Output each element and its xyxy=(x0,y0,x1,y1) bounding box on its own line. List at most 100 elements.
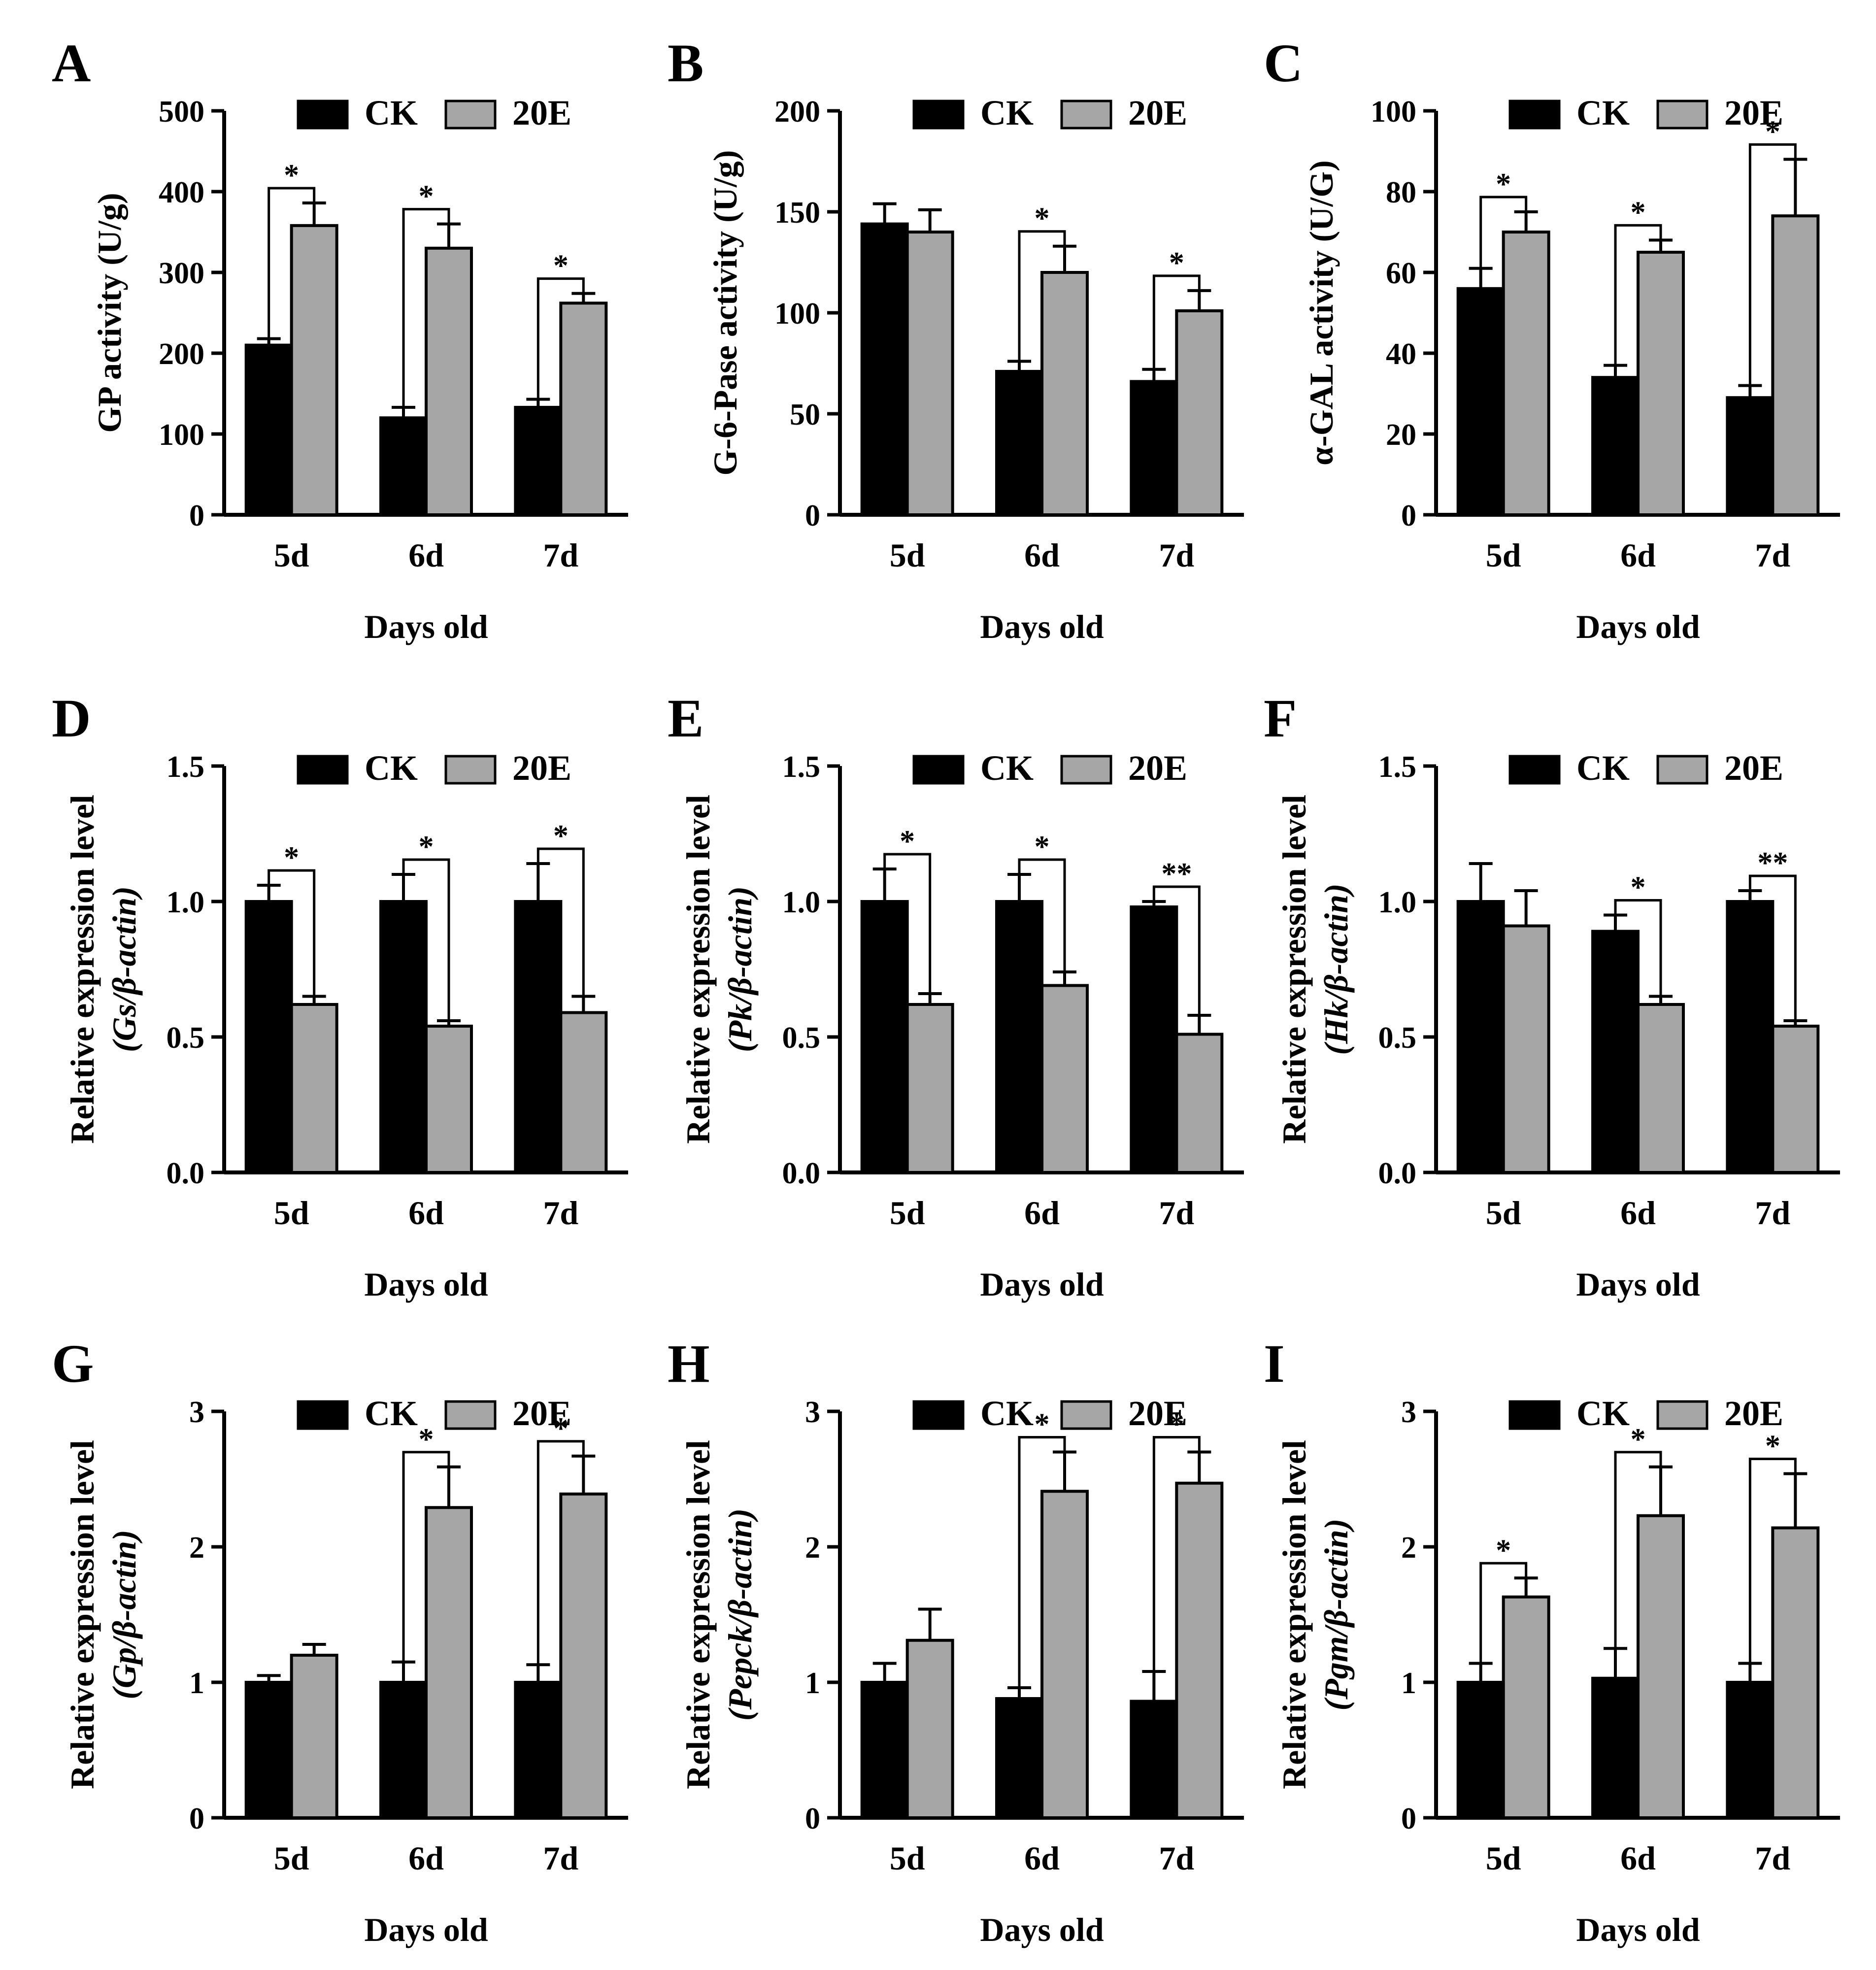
bar-ck-5d xyxy=(1456,900,1505,1174)
y-tick-label: 0.0 xyxy=(1378,1157,1417,1190)
legend-20e-label: 20E xyxy=(512,748,571,788)
significance-label: * xyxy=(1496,167,1511,201)
bar-ck-7d xyxy=(514,1681,563,1819)
x-tick-label: 6d xyxy=(1620,536,1656,574)
bar-ck-6d xyxy=(1591,930,1640,1174)
x-tick-label: 5d xyxy=(274,1194,309,1232)
legend-ck-swatch xyxy=(912,1400,965,1430)
bar-ck-5d xyxy=(860,1681,909,1819)
x-tick-label: 7d xyxy=(543,536,578,574)
significance-bracket xyxy=(1018,230,1066,362)
x-axis-title: Days old xyxy=(980,608,1104,645)
panel-letter: I xyxy=(1264,1334,1285,1394)
x-tick-label: 7d xyxy=(1755,1194,1790,1232)
significance-label: * xyxy=(1765,115,1780,148)
legend-20e-label: 20E xyxy=(1724,748,1783,788)
significance-bracket xyxy=(1748,1458,1797,1664)
legend-ck-label: CK xyxy=(1576,93,1630,133)
legend-ck-swatch xyxy=(1508,100,1561,130)
bar-ck-6d xyxy=(379,1681,428,1819)
bar-20e-5d xyxy=(905,1003,954,1174)
y-tick-label: 1.0 xyxy=(1378,886,1417,919)
bar-20e-5d xyxy=(290,1003,338,1174)
bar-ck-5d xyxy=(244,343,293,516)
significance-bracket xyxy=(536,277,585,400)
legend-20e-label: 20E xyxy=(1724,1394,1783,1433)
bar-20e-7d xyxy=(559,1492,608,1819)
x-tick-label: 7d xyxy=(1159,536,1194,574)
x-axis-title: Days old xyxy=(364,1911,488,1948)
y-tick-label: 1 xyxy=(189,1667,204,1700)
significance-label: * xyxy=(553,249,569,283)
y-axis-title: Relative expression level xyxy=(1275,795,1313,1144)
y-tick-label: 2 xyxy=(189,1531,204,1565)
x-tick-label: 5d xyxy=(890,1839,925,1877)
bar-20e-6d xyxy=(1637,1003,1685,1174)
significance-label: ** xyxy=(1161,857,1192,891)
x-tick-label: 6d xyxy=(1024,536,1060,574)
bar-20e-6d xyxy=(425,246,473,516)
legend-ck-label: CK xyxy=(980,748,1034,788)
significance-label: * xyxy=(1496,1534,1511,1567)
bar-ck-7d xyxy=(1130,380,1178,517)
x-tick-label: 7d xyxy=(543,1194,578,1232)
y-tick-label: 0.0 xyxy=(782,1157,821,1190)
y-axis-gene-label: (Gs/β-actin) xyxy=(105,886,143,1052)
legend-20e-label: 20E xyxy=(1724,93,1783,133)
y-tick-label: 400 xyxy=(159,176,204,209)
x-axis-title: Days old xyxy=(980,1266,1104,1303)
y-axis-gene-label: (Pepck/β-actin) xyxy=(721,1508,759,1721)
legend-ck-label: CK xyxy=(365,748,418,788)
legend-ck-label: CK xyxy=(1576,748,1630,788)
y-tick-label: 0.5 xyxy=(1378,1021,1417,1055)
bar-20e-5d xyxy=(290,1654,338,1819)
panel-i: I 0 1 2 3 Relative expression level (Pgm/β-act… xyxy=(1264,1334,1840,1948)
bar-ck-6d xyxy=(995,900,1043,1174)
x-axis-title: Days old xyxy=(364,608,488,645)
legend-ck-swatch xyxy=(912,755,965,785)
legend-20e-label: 20E xyxy=(1128,1394,1187,1433)
x-tick-label: 6d xyxy=(408,536,444,574)
significance-label: * xyxy=(553,819,569,853)
x-tick-label: 5d xyxy=(1486,1839,1521,1877)
significance-label: * xyxy=(1035,830,1050,864)
panel-letter: A xyxy=(52,33,91,93)
legend-ck-label: CK xyxy=(1576,1394,1630,1433)
legend-20e-swatch xyxy=(1656,1400,1708,1430)
y-tick-label: 3 xyxy=(189,1396,204,1429)
significance-bracket xyxy=(1748,143,1797,386)
significance-bracket xyxy=(536,847,585,997)
bar-20e-7d xyxy=(1175,1481,1224,1819)
significance-label: * xyxy=(900,825,915,858)
significance-bracket xyxy=(1614,224,1662,366)
panel-letter: H xyxy=(668,1334,710,1394)
y-tick-label: 0.5 xyxy=(782,1021,821,1055)
bar-20e-5d xyxy=(290,224,338,516)
y-tick-label: 2 xyxy=(805,1531,820,1565)
legend-ck-label: CK xyxy=(365,93,418,133)
y-tick-label: 100 xyxy=(159,418,204,452)
significance-bracket xyxy=(1614,1451,1662,1649)
bar-20e-6d xyxy=(1040,271,1089,516)
bar-20e-7d xyxy=(559,1011,608,1174)
panel-letter: F xyxy=(1264,688,1297,748)
y-axis-title: Relative expression level xyxy=(679,1440,717,1789)
bar-ck-5d xyxy=(244,1681,293,1819)
bar-20e-6d xyxy=(1040,1490,1089,1819)
y-tick-label: 1.0 xyxy=(167,886,205,919)
y-tick-label: 150 xyxy=(774,196,820,230)
bar-20e-7d xyxy=(1175,309,1224,517)
panel-letter: G xyxy=(52,1334,94,1394)
panel-f: F 0.0 0.5 1.0 1.5 Relative expression level (H… xyxy=(1264,688,1840,1303)
x-tick-label: 6d xyxy=(1620,1839,1656,1877)
significance-label: * xyxy=(419,830,434,864)
legend-ck-label: CK xyxy=(980,93,1034,133)
y-tick-label: 50 xyxy=(790,398,820,432)
bar-ck-6d xyxy=(379,416,428,517)
significance-label: * xyxy=(419,1423,434,1456)
bar-20e-5d xyxy=(905,231,954,516)
x-axis-title: Days old xyxy=(364,1266,488,1303)
panel-c: C 0 20 40 60 80 100 α-GAL activity (U/G) * 5d * 6d *… xyxy=(1264,33,1840,645)
significance-bracket xyxy=(1748,874,1797,1021)
legend-ck-swatch xyxy=(297,755,349,785)
